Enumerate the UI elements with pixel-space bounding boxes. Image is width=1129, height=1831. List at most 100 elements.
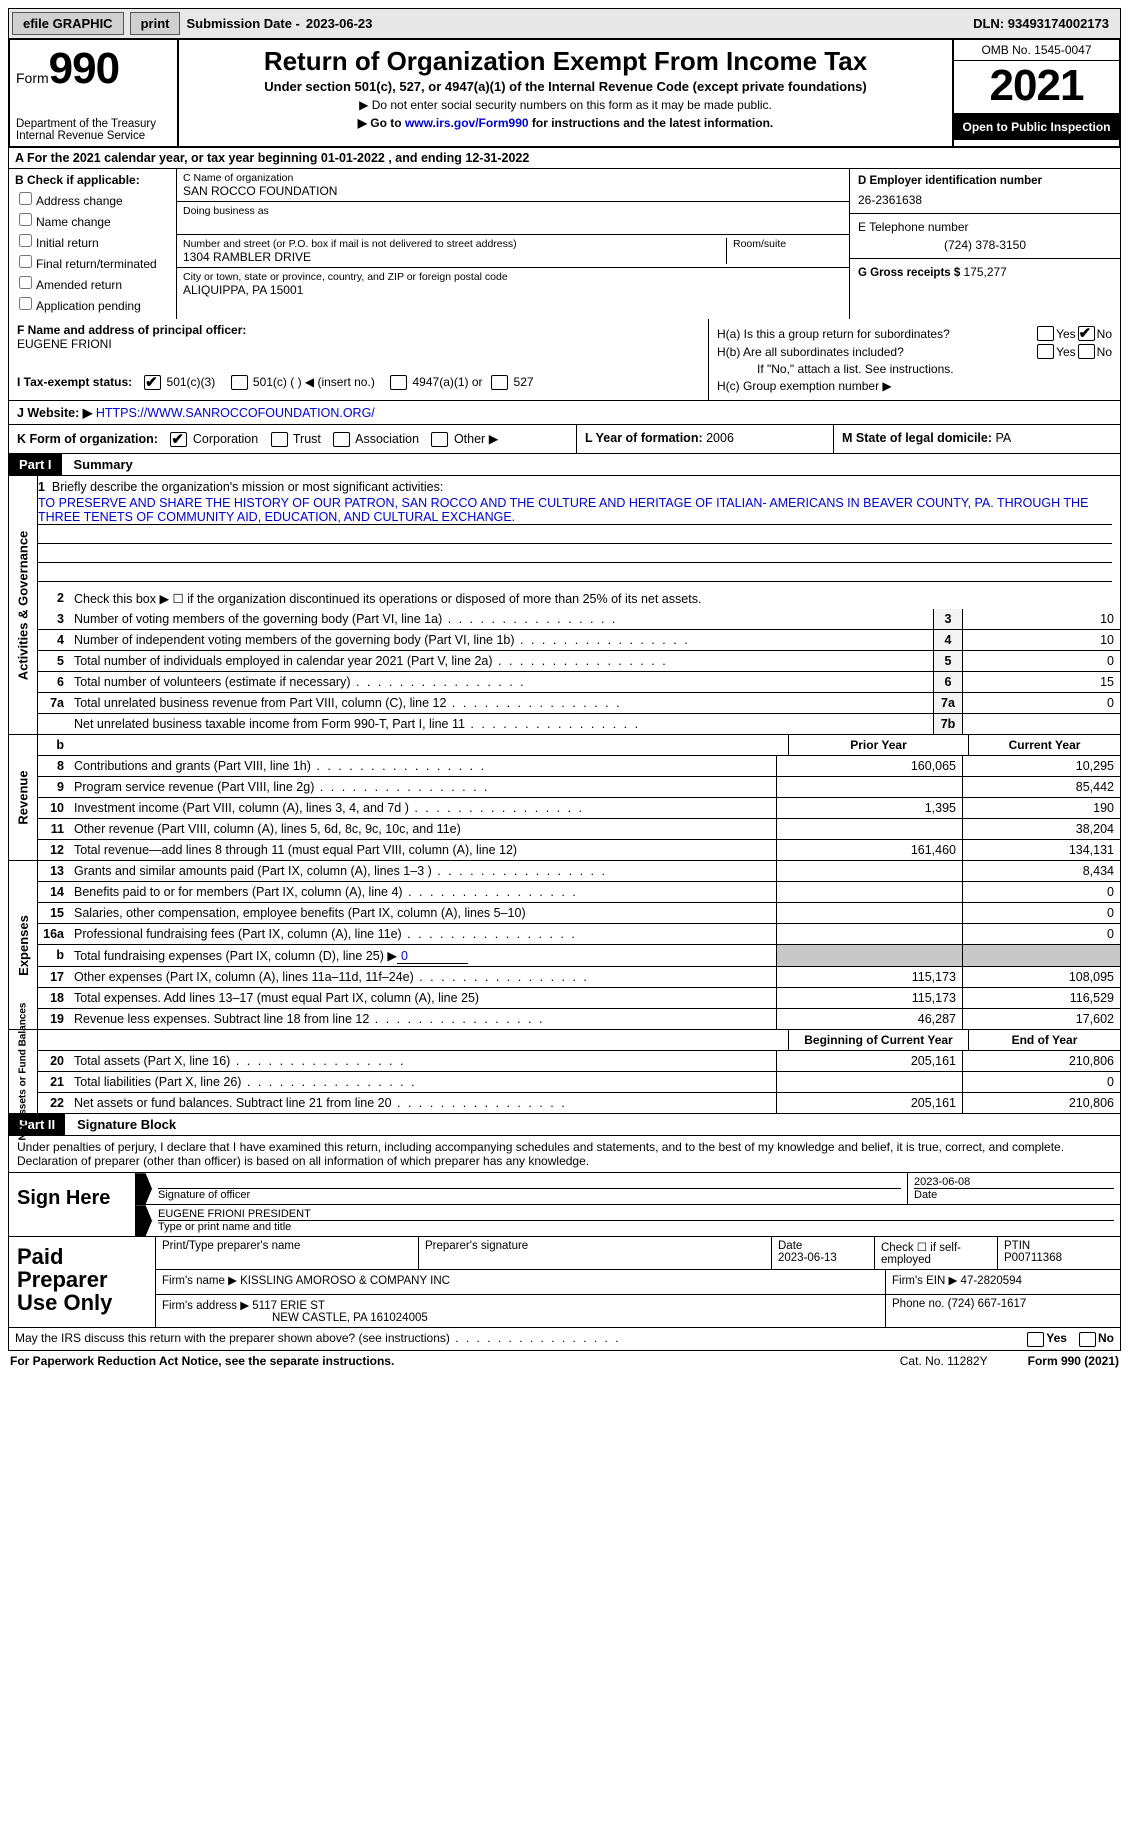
l8: Contributions and grants (Part VIII, lin… xyxy=(70,756,776,776)
row-a-tax-year: A For the 2021 calendar year, or tax yea… xyxy=(8,148,1121,169)
firm-addr2: NEW CASTLE, PA 161024005 xyxy=(162,1312,428,1324)
website-link[interactable]: HTTPS://WWW.SANROCCOFOUNDATION.ORG/ xyxy=(96,406,375,420)
cb-4947[interactable] xyxy=(390,375,407,390)
cb-501c3[interactable] xyxy=(144,375,161,390)
l22p: 205,161 xyxy=(776,1093,962,1113)
officer-name: EUGENE FRIONI xyxy=(17,337,700,351)
prep-date: 2023-06-13 xyxy=(778,1252,837,1264)
hb-yes[interactable] xyxy=(1037,344,1054,359)
irs-link[interactable]: www.irs.gov/Form990 xyxy=(405,116,529,130)
l18: Total expenses. Add lines 13–17 (must eq… xyxy=(70,988,776,1008)
cb-app-pending[interactable]: Application pending xyxy=(15,294,170,313)
ein-label: D Employer identification number xyxy=(858,175,1112,187)
dba-label: Doing business as xyxy=(183,205,843,217)
sig-declaration: Under penalties of perjury, I declare th… xyxy=(8,1136,1121,1173)
hb-no[interactable] xyxy=(1078,344,1095,359)
addr-value: 1304 RAMBLER DRIVE xyxy=(183,250,726,264)
net-assets-section: Net Assets or Fund Balances Beginning of… xyxy=(8,1030,1121,1114)
l10c: 190 xyxy=(962,798,1120,818)
l21: Total liabilities (Part X, line 26) xyxy=(70,1072,776,1092)
dln: DLN: 93493174002173 xyxy=(973,16,1117,31)
l6-val: 15 xyxy=(962,672,1120,692)
l7a-val: 0 xyxy=(962,693,1120,713)
row-klm: K Form of organization: Corporation Trus… xyxy=(8,425,1121,454)
l11c: 38,204 xyxy=(962,819,1120,839)
firm-ein: 47-2820594 xyxy=(961,1275,1022,1287)
l20c: 210,806 xyxy=(962,1051,1120,1071)
arrow-icon xyxy=(136,1205,152,1236)
form-number: 990 xyxy=(49,44,119,93)
org-name-label: C Name of organization xyxy=(183,172,843,184)
officer-label: F Name and address of principal officer: xyxy=(17,323,700,337)
gross-label: G Gross receipts $ xyxy=(858,267,963,279)
l10p: 1,395 xyxy=(776,798,962,818)
ha-no[interactable] xyxy=(1078,326,1095,341)
l10: Investment income (Part VIII, column (A)… xyxy=(70,798,776,818)
cb-other[interactable] xyxy=(431,432,448,447)
l12: Total revenue—add lines 8 through 11 (mu… xyxy=(70,840,776,860)
cb-name-change[interactable]: Name change xyxy=(15,210,170,229)
firm-phone: (724) 667-1617 xyxy=(948,1298,1027,1310)
year-formation: 2006 xyxy=(706,431,734,445)
l16ap xyxy=(776,924,962,944)
l16ac: 0 xyxy=(962,924,1120,944)
l16b: Total fundraising expenses (Part IX, col… xyxy=(70,945,776,966)
cb-address-change[interactable]: Address change xyxy=(15,189,170,208)
cb-501c[interactable] xyxy=(231,375,248,390)
cb-527[interactable] xyxy=(491,375,508,390)
l14: Benefits paid to or for members (Part IX… xyxy=(70,882,776,902)
bottom-notice: For Paperwork Reduction Act Notice, see … xyxy=(8,1351,1121,1371)
cat-no: Cat. No. 11282Y xyxy=(900,1354,988,1368)
l17p: 115,173 xyxy=(776,967,962,987)
submission-date-label: Submission Date - xyxy=(186,16,299,31)
l15c: 0 xyxy=(962,903,1120,923)
end-year-hdr: End of Year xyxy=(968,1030,1120,1050)
form-label: Form xyxy=(16,70,49,86)
section-bcd: B Check if applicable: Address change Na… xyxy=(8,169,1121,319)
section-b-title: B Check if applicable: xyxy=(15,173,170,187)
form-title: Return of Organization Exempt From Incom… xyxy=(187,46,944,77)
firm-name: KISSLING AMOROSO & COMPANY INC xyxy=(240,1275,450,1287)
cb-initial-return[interactable]: Initial return xyxy=(15,231,170,250)
efile-button[interactable]: efile GRAPHIC xyxy=(12,12,124,35)
l12p: 161,460 xyxy=(776,840,962,860)
cb-amended[interactable]: Amended return xyxy=(15,273,170,292)
prep-name-label: Print/Type preparer's name xyxy=(156,1237,419,1269)
l20p: 205,161 xyxy=(776,1051,962,1071)
addr-label: Number and street (or P.O. box if mail i… xyxy=(183,238,726,250)
open-to-public: Open to Public Inspection xyxy=(954,114,1119,140)
discuss-no[interactable] xyxy=(1079,1332,1096,1347)
l5: Total number of individuals employed in … xyxy=(70,651,933,671)
form-note-1: ▶ Do not enter social security numbers o… xyxy=(187,98,944,112)
beg-year-hdr: Beginning of Current Year xyxy=(788,1030,968,1050)
cb-final-return[interactable]: Final return/terminated xyxy=(15,252,170,271)
discuss-yes[interactable] xyxy=(1027,1332,1044,1347)
l15p xyxy=(776,903,962,923)
cb-trust[interactable] xyxy=(271,432,288,447)
cb-corp[interactable] xyxy=(170,432,187,447)
arrow-icon xyxy=(136,1173,152,1204)
l3: Number of voting members of the governin… xyxy=(70,609,933,629)
form-note-2: ▶ Go to www.irs.gov/Form990 for instruct… xyxy=(187,116,944,130)
section-fh: F Name and address of principal officer:… xyxy=(8,319,1121,401)
print-button[interactable]: print xyxy=(130,12,181,35)
expenses-section: Expenses 13Grants and similar amounts pa… xyxy=(8,861,1121,1030)
ptin: P00711368 xyxy=(1004,1252,1062,1264)
l7b: Net unrelated business taxable income fr… xyxy=(70,714,933,734)
prior-year-hdr: Prior Year xyxy=(788,735,968,755)
cb-assoc[interactable] xyxy=(333,432,350,447)
department-label: Department of the Treasury Internal Reve… xyxy=(16,118,171,142)
ha-yes[interactable] xyxy=(1037,326,1054,341)
sign-here-block: Sign Here Signature of officer 2023-06-0… xyxy=(8,1173,1121,1237)
l6: Total number of volunteers (estimate if … xyxy=(70,672,933,692)
self-employed-label: Check ☐ if self-employed xyxy=(875,1237,998,1269)
city-value: ALIQUIPPA, PA 15001 xyxy=(183,283,843,297)
top-toolbar: efile GRAPHIC print Submission Date - 20… xyxy=(8,8,1121,39)
form-ref: Form 990 (2021) xyxy=(1028,1354,1119,1368)
l5-val: 0 xyxy=(962,651,1120,671)
l14p xyxy=(776,882,962,902)
l13: Grants and similar amounts paid (Part IX… xyxy=(70,861,776,881)
l20: Total assets (Part X, line 16) xyxy=(70,1051,776,1071)
gross-value: 175,277 xyxy=(963,265,1006,279)
part-1-header: Part I Summary xyxy=(8,454,1121,476)
